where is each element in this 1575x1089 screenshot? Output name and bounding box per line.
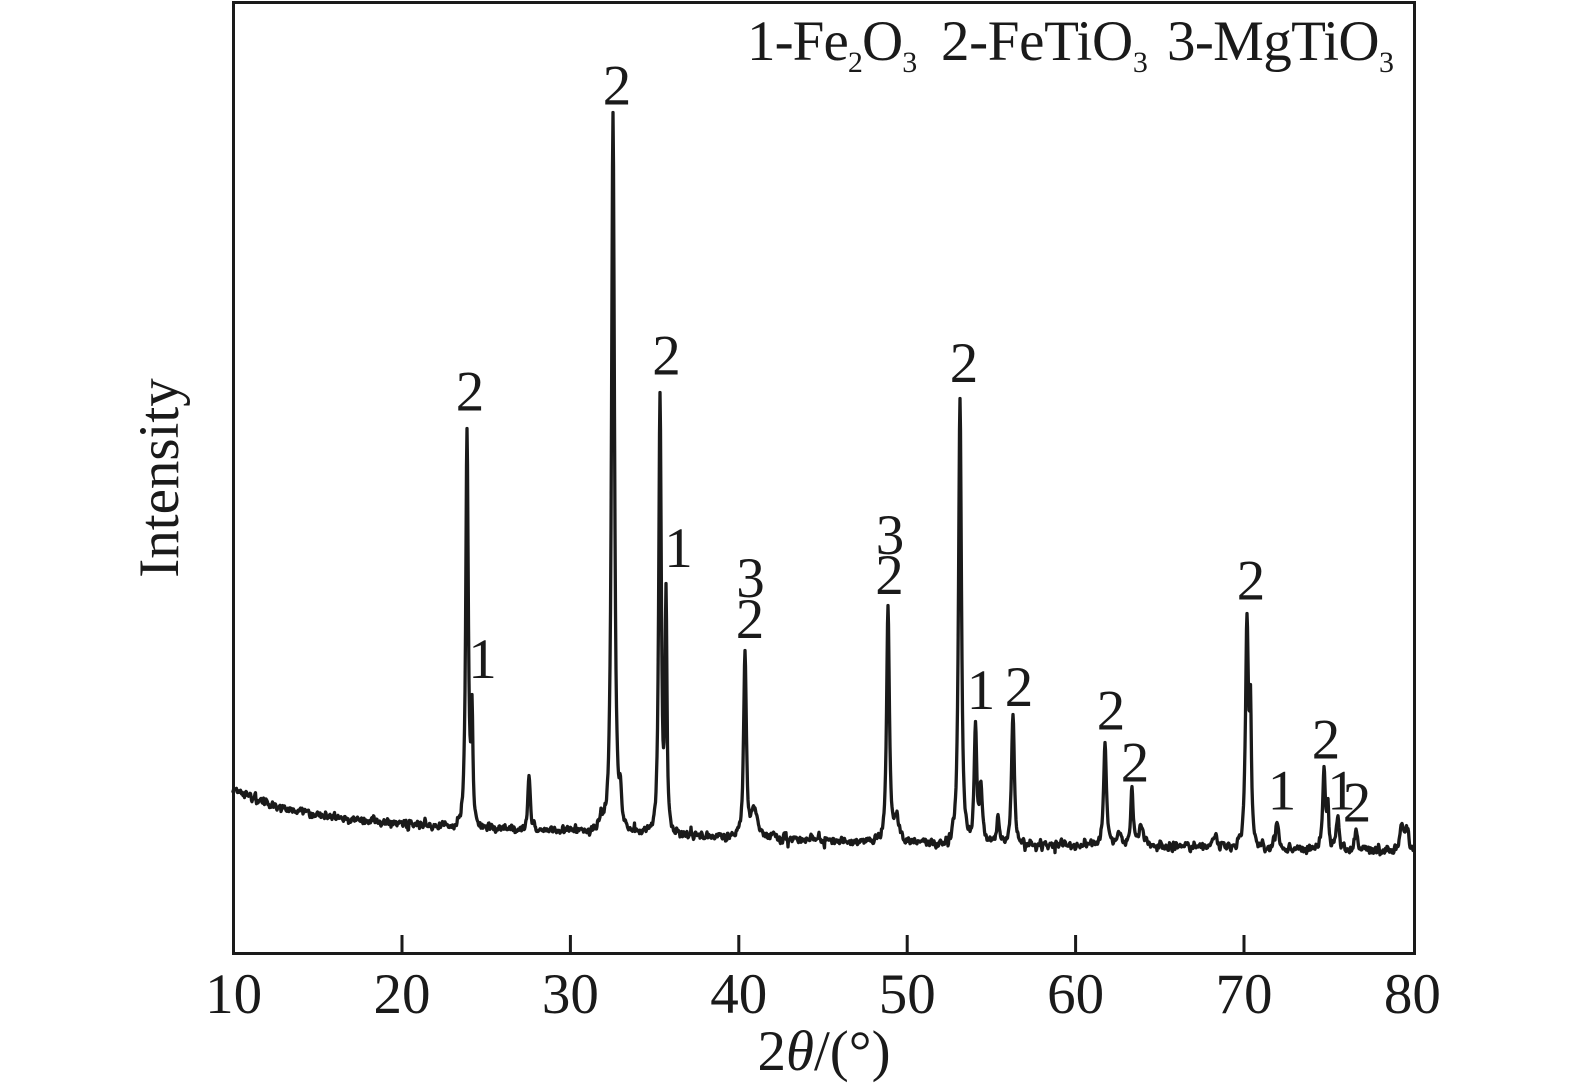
svg-text:2: 2	[456, 361, 485, 424]
svg-text:2θ/(°): 2θ/(°)	[757, 1020, 890, 1083]
svg-text:2: 2	[1343, 772, 1372, 835]
svg-text:1-Fe2O3: 1-Fe2O3	[747, 10, 916, 79]
svg-text:3: 3	[736, 547, 765, 610]
svg-text:1: 1	[967, 659, 996, 722]
svg-text:80: 80	[1384, 963, 1441, 1026]
svg-text:50: 50	[879, 963, 936, 1026]
svg-text:2: 2	[1121, 732, 1150, 795]
svg-text:3: 3	[876, 504, 905, 567]
svg-text:2: 2	[736, 588, 765, 651]
svg-text:30: 30	[542, 963, 599, 1026]
svg-text:40: 40	[710, 963, 767, 1026]
svg-text:Intensity: Intensity	[128, 378, 191, 578]
svg-text:20: 20	[374, 963, 431, 1026]
svg-text:10: 10	[205, 963, 262, 1026]
svg-text:1: 1	[664, 517, 693, 580]
svg-text:2: 2	[652, 325, 681, 388]
svg-text:3-MgTiO3: 3-MgTiO3	[1167, 10, 1393, 79]
svg-text:1: 1	[1327, 760, 1356, 823]
svg-text:2: 2	[1097, 680, 1126, 743]
svg-text:2: 2	[950, 332, 979, 395]
svg-text:60: 60	[1047, 963, 1104, 1026]
svg-text:1: 1	[468, 628, 497, 691]
svg-text:2: 2	[1005, 656, 1034, 719]
svg-text:70: 70	[1216, 963, 1273, 1026]
svg-text:2: 2	[1237, 550, 1266, 613]
svg-text:2: 2	[603, 55, 632, 118]
svg-text:2: 2	[875, 544, 904, 607]
svg-text:1: 1	[1268, 760, 1297, 823]
svg-text:2: 2	[1312, 709, 1341, 772]
svg-text:2-FeTiO3: 2-FeTiO3	[941, 10, 1148, 79]
